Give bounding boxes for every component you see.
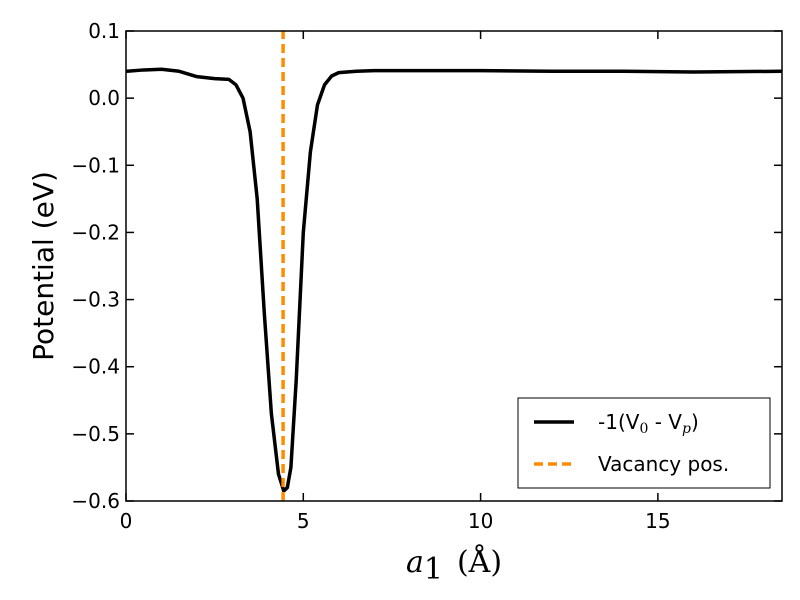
y-tick-label: −0.2	[71, 220, 120, 244]
legend-box	[517, 397, 771, 489]
y-tick-label: −0.5	[71, 422, 120, 446]
legend-label-vacancy: Vacancy pos.	[598, 452, 729, 476]
legend-label-potential: -1(V0 - Vp)	[598, 410, 699, 437]
x-tick-label: 0	[120, 509, 133, 533]
axes-frame	[125, 30, 783, 502]
x-tick-label: 15	[645, 509, 670, 533]
x-tick-label: 5	[297, 509, 310, 533]
x-axis: 0 5 10 15	[120, 31, 671, 533]
x-axis-label-sub: 1	[424, 552, 443, 587]
x-axis-label-var: a	[406, 545, 424, 580]
y-axis-label: Potential (eV)	[27, 171, 60, 361]
y-tick-label: 0.1	[88, 19, 120, 43]
x-axis-label-unit: (Å)	[457, 544, 502, 580]
y-tick-label: −0.6	[71, 489, 120, 513]
plot-area	[125, 31, 783, 501]
y-tick-label: −0.3	[71, 288, 120, 312]
x-tick-label: 10	[468, 509, 493, 533]
y-axis: 0.1 0.0 −0.1 −0.2 −0.3 −0.4 −0.5 −0.6	[71, 19, 782, 513]
series-line-potential	[125, 67, 783, 493]
y-tick-label: −0.1	[71, 153, 120, 177]
legend: -1(V0 - Vp) Vacancy pos.	[517, 397, 771, 489]
y-tick-label: −0.4	[71, 355, 120, 379]
x-axis-label: a1 (Å)	[406, 544, 502, 587]
y-tick-label: 0.0	[88, 86, 120, 110]
